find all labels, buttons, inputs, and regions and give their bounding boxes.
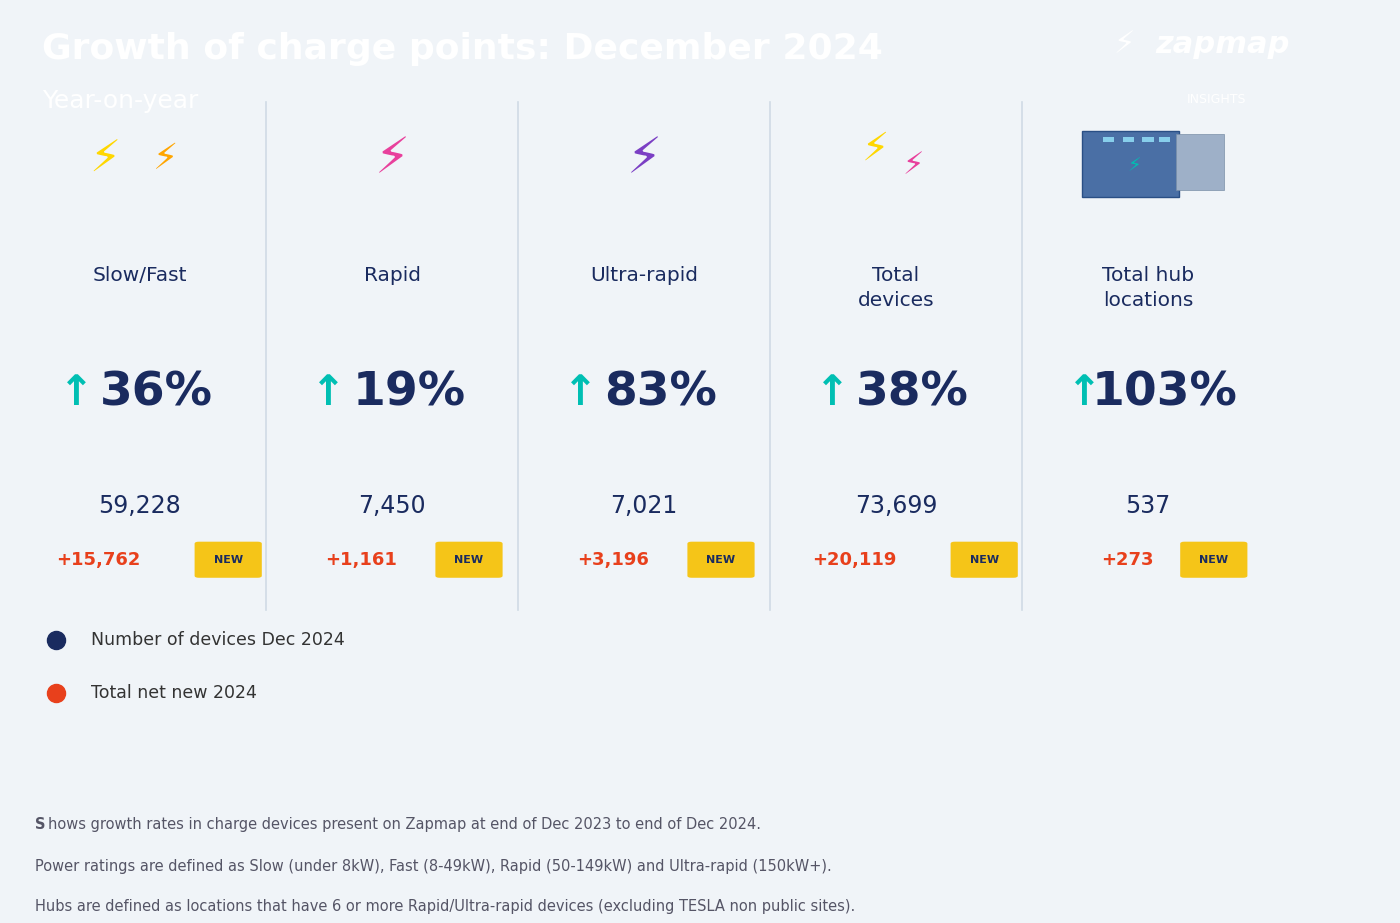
Text: Slow/Fast: Slow/Fast bbox=[92, 266, 188, 284]
Text: 103%: 103% bbox=[1092, 370, 1238, 415]
Text: ⚡: ⚡ bbox=[1113, 30, 1134, 59]
Text: +3,196: +3,196 bbox=[577, 551, 650, 569]
Text: NEW: NEW bbox=[707, 555, 735, 565]
Text: ⚡: ⚡ bbox=[1127, 156, 1141, 175]
FancyBboxPatch shape bbox=[435, 542, 503, 578]
Text: Total hub
locations: Total hub locations bbox=[1102, 266, 1194, 310]
Text: ⚡: ⚡ bbox=[626, 135, 662, 183]
Text: Year-on-year: Year-on-year bbox=[42, 90, 199, 114]
Text: 38%: 38% bbox=[857, 370, 969, 415]
Text: 7,450: 7,450 bbox=[358, 494, 426, 519]
Text: ↑: ↑ bbox=[311, 372, 346, 414]
Text: hows growth rates in charge devices present on Zapmap at end of Dec 2023 to end : hows growth rates in charge devices pres… bbox=[48, 817, 760, 832]
Text: Hubs are defined as locations that have 6 or more Rapid/Ultra-rapid devices (exc: Hubs are defined as locations that have … bbox=[35, 899, 855, 915]
Text: NEW: NEW bbox=[214, 555, 242, 565]
FancyBboxPatch shape bbox=[195, 542, 262, 578]
FancyBboxPatch shape bbox=[1176, 134, 1224, 190]
FancyBboxPatch shape bbox=[687, 542, 755, 578]
FancyBboxPatch shape bbox=[1082, 131, 1179, 197]
Text: ↑: ↑ bbox=[59, 372, 94, 414]
Text: 36%: 36% bbox=[101, 370, 213, 415]
Text: NEW: NEW bbox=[455, 555, 483, 565]
Text: NEW: NEW bbox=[970, 555, 998, 565]
Text: 59,228: 59,228 bbox=[98, 494, 182, 519]
Text: Total
devices: Total devices bbox=[858, 266, 934, 310]
Text: 83%: 83% bbox=[605, 370, 717, 415]
Text: ⚡: ⚡ bbox=[902, 151, 924, 180]
Bar bbox=[1142, 137, 1154, 142]
Text: ⚡: ⚡ bbox=[374, 135, 410, 183]
Text: 73,699: 73,699 bbox=[855, 494, 937, 519]
Text: +15,762: +15,762 bbox=[56, 551, 140, 569]
Text: +20,119: +20,119 bbox=[812, 551, 896, 569]
Text: 19%: 19% bbox=[353, 370, 465, 415]
Bar bbox=[1103, 137, 1114, 142]
FancyBboxPatch shape bbox=[1180, 542, 1247, 578]
Text: ↑: ↑ bbox=[563, 372, 598, 414]
Bar bbox=[1123, 137, 1134, 142]
Text: ⚡: ⚡ bbox=[153, 142, 178, 175]
Text: NEW: NEW bbox=[1200, 555, 1228, 565]
Text: 7,021: 7,021 bbox=[610, 494, 678, 519]
Text: S: S bbox=[35, 817, 45, 832]
Text: ↑: ↑ bbox=[815, 372, 850, 414]
Text: Number of devices Dec 2024: Number of devices Dec 2024 bbox=[91, 631, 344, 649]
Text: zapmap: zapmap bbox=[1155, 30, 1289, 59]
Text: ⚡: ⚡ bbox=[90, 138, 120, 180]
Text: ⚡: ⚡ bbox=[861, 130, 889, 168]
Text: ↑: ↑ bbox=[1067, 372, 1102, 414]
Text: +273: +273 bbox=[1100, 551, 1154, 569]
Text: 537: 537 bbox=[1126, 494, 1170, 519]
Text: INSIGHTS: INSIGHTS bbox=[1187, 93, 1247, 106]
Text: Power ratings are defined as Slow (under 8kW), Fast (8-49kW), Rapid (50-149kW) a: Power ratings are defined as Slow (under… bbox=[35, 859, 832, 874]
Text: +1,161: +1,161 bbox=[325, 551, 398, 569]
Text: Rapid: Rapid bbox=[364, 266, 420, 284]
Text: Ultra-rapid: Ultra-rapid bbox=[589, 266, 699, 284]
Bar bbox=[1159, 137, 1170, 142]
Text: Total net new 2024: Total net new 2024 bbox=[91, 684, 256, 702]
Text: Growth of charge points: December 2024: Growth of charge points: December 2024 bbox=[42, 31, 883, 66]
FancyBboxPatch shape bbox=[951, 542, 1018, 578]
